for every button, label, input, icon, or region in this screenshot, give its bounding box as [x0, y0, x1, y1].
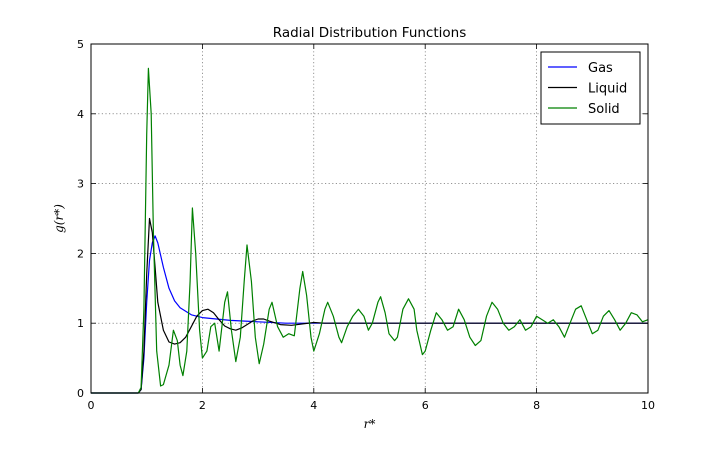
series-line-liquid: [91, 217, 648, 394]
x-tick-label: 0: [88, 399, 95, 412]
y-tick-label: 0: [77, 387, 84, 400]
x-tick-label: 8: [533, 399, 540, 412]
legend-label-liquid: Liquid: [588, 82, 627, 97]
y-tick-label: 3: [77, 178, 84, 191]
legend-label-solid: Solid: [588, 102, 620, 117]
grid-lines: [91, 44, 648, 393]
y-axis-label: g(r*): [52, 204, 66, 233]
x-tick-label: 4: [310, 399, 317, 412]
chart-title: Radial Distribution Functions: [273, 25, 467, 41]
y-tick-label: 2: [77, 247, 84, 260]
y-tick-label: 1: [77, 317, 84, 330]
legend-label-gas: Gas: [588, 61, 613, 76]
series-lines: [91, 67, 649, 394]
axis-ticks: 0 2 4 6 8 10 0 1 2 3 4 5: [77, 38, 655, 412]
y-tick-label: 4: [77, 108, 84, 121]
plot-frame: [90, 43, 649, 394]
x-tick-label: 6: [422, 399, 429, 412]
series-line-solid: [91, 67, 649, 394]
x-tick-label: 2: [199, 399, 206, 412]
series-line-gas: [91, 235, 648, 394]
legend: Gas Liquid Solid: [540, 51, 641, 125]
y-tick-label: 5: [77, 38, 84, 51]
x-tick-label: 10: [641, 399, 655, 412]
x-axis-label: r*: [364, 417, 376, 431]
